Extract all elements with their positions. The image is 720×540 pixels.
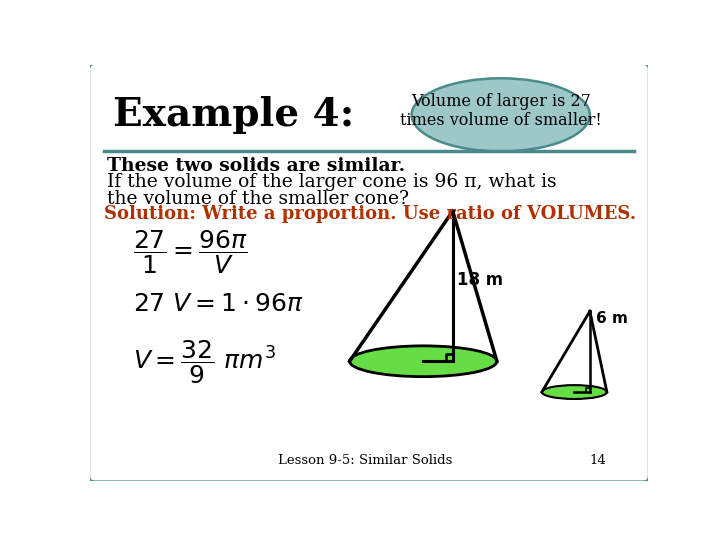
Text: 6 m: 6 m (596, 312, 628, 326)
Text: Example 4:: Example 4: (113, 96, 354, 134)
Text: $\dfrac{27}{1} = \dfrac{96\pi}{V}$: $\dfrac{27}{1} = \dfrac{96\pi}{V}$ (132, 228, 248, 276)
FancyBboxPatch shape (89, 63, 649, 482)
Text: 14: 14 (589, 454, 606, 467)
Text: If the volume of the larger cone is 96 π, what is: If the volume of the larger cone is 96 π… (107, 173, 557, 191)
Text: Solution: Write a proportion. Use ratio of VOLUMES.: Solution: Write a proportion. Use ratio … (104, 205, 636, 223)
Text: 18 m: 18 m (456, 271, 503, 289)
Text: These two solids are similar.: These two solids are similar. (107, 157, 405, 175)
Ellipse shape (542, 385, 607, 399)
Text: Lesson 9-5: Similar Solids: Lesson 9-5: Similar Solids (278, 454, 452, 467)
Text: $V = \dfrac{32}{9}\ \pi m^3$: $V = \dfrac{32}{9}\ \pi m^3$ (132, 338, 276, 386)
Ellipse shape (350, 346, 497, 377)
Ellipse shape (412, 78, 590, 151)
Text: $27\ V = 1 \cdot 96\pi$: $27\ V = 1 \cdot 96\pi$ (132, 292, 303, 316)
Text: the volume of the smaller cone?: the volume of the smaller cone? (107, 190, 409, 207)
Text: Volume of larger is 27
times volume of smaller!: Volume of larger is 27 times volume of s… (400, 93, 602, 129)
